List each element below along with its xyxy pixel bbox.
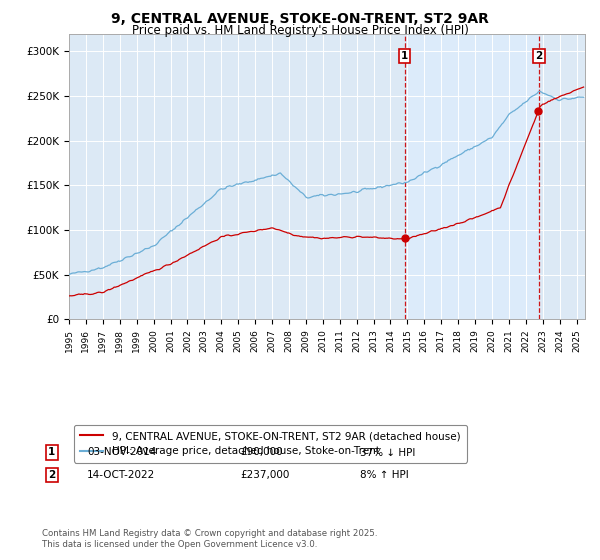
Text: 2: 2 [536, 51, 543, 61]
Text: 8% ↑ HPI: 8% ↑ HPI [360, 470, 409, 480]
Text: 03-NOV-2014: 03-NOV-2014 [87, 447, 157, 458]
Text: 1: 1 [48, 447, 55, 458]
Text: Price paid vs. HM Land Registry's House Price Index (HPI): Price paid vs. HM Land Registry's House … [131, 24, 469, 36]
Text: 37% ↓ HPI: 37% ↓ HPI [360, 447, 415, 458]
Text: 1: 1 [401, 51, 408, 61]
Bar [404, 34, 539, 319]
Text: 2: 2 [48, 470, 55, 480]
Text: £90,000: £90,000 [240, 447, 283, 458]
Text: 14-OCT-2022: 14-OCT-2022 [87, 470, 155, 480]
Text: £237,000: £237,000 [240, 470, 289, 480]
Text: 9, CENTRAL AVENUE, STOKE-ON-TRENT, ST2 9AR: 9, CENTRAL AVENUE, STOKE-ON-TRENT, ST2 9… [111, 12, 489, 26]
Legend: 9, CENTRAL AVENUE, STOKE-ON-TRENT, ST2 9AR (detached house), HPI: Average price,: 9, CENTRAL AVENUE, STOKE-ON-TRENT, ST2 9… [74, 425, 467, 463]
Text: Contains HM Land Registry data © Crown copyright and database right 2025.
This d: Contains HM Land Registry data © Crown c… [42, 529, 377, 549]
